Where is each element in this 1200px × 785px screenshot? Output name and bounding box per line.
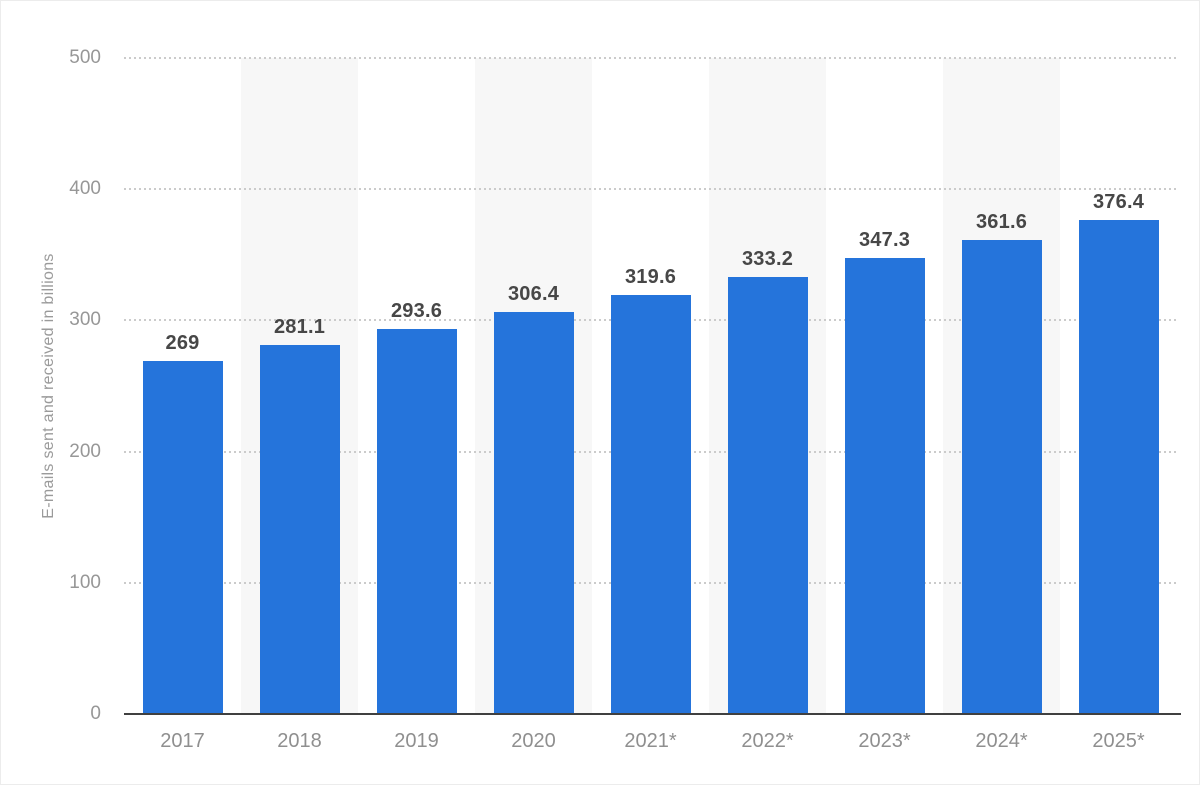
bar-2022* xyxy=(727,276,808,714)
bar-value-label: 361.6 xyxy=(975,210,1028,233)
bar-2024* xyxy=(961,239,1042,714)
bar-2017 xyxy=(142,361,223,714)
x-axis-tick-label: 2019 xyxy=(394,730,439,752)
x-axis-tick-label: 2024* xyxy=(975,730,1028,752)
bar-value-label: 281.1 xyxy=(273,316,326,339)
x-axis-tick-label: 2017 xyxy=(160,730,205,752)
bar-value-label: 319.6 xyxy=(624,265,677,288)
x-axis-tick-label: 2020 xyxy=(511,730,556,752)
x-axis-tick-label: 2021* xyxy=(624,730,677,752)
x-axis-tick-label: 2022* xyxy=(741,730,794,752)
bar-2023* xyxy=(844,258,925,714)
bar-value-label: 306.4 xyxy=(507,283,560,305)
bar-value-label: 293.6 xyxy=(390,299,443,322)
x-axis-tick-label: 2025* xyxy=(1092,730,1145,752)
y-axis-title: E-mails sent and received in billions xyxy=(40,253,57,519)
x-axis-tick-label: 2023* xyxy=(858,730,911,752)
bar-value-label: 347.3 xyxy=(858,229,911,252)
bar-value-label: 333.2 xyxy=(741,247,794,270)
y-axis-tick-label: 300 xyxy=(69,309,101,331)
bar-2018 xyxy=(259,345,340,714)
gridline-y-500 xyxy=(124,57,1177,59)
y-axis-tick-label: 100 xyxy=(69,571,101,593)
y-axis-tick-label: 200 xyxy=(69,440,101,462)
y-axis-tick-label: 500 xyxy=(69,47,101,68)
bar-2021* xyxy=(610,294,691,714)
bar-2019 xyxy=(376,328,457,714)
gridline-y-400 xyxy=(124,188,1177,191)
bar-value-label: 269 xyxy=(165,332,200,355)
bar-value-label: 376.4 xyxy=(1092,191,1145,214)
y-axis-tick-label: 0 xyxy=(90,703,101,724)
x-axis-tick-label: 2018 xyxy=(277,730,322,752)
bar-2025* xyxy=(1078,220,1159,714)
y-axis-tick-label: 400 xyxy=(69,178,101,200)
bar-2020 xyxy=(493,312,574,714)
x-axis-baseline xyxy=(124,713,1181,715)
